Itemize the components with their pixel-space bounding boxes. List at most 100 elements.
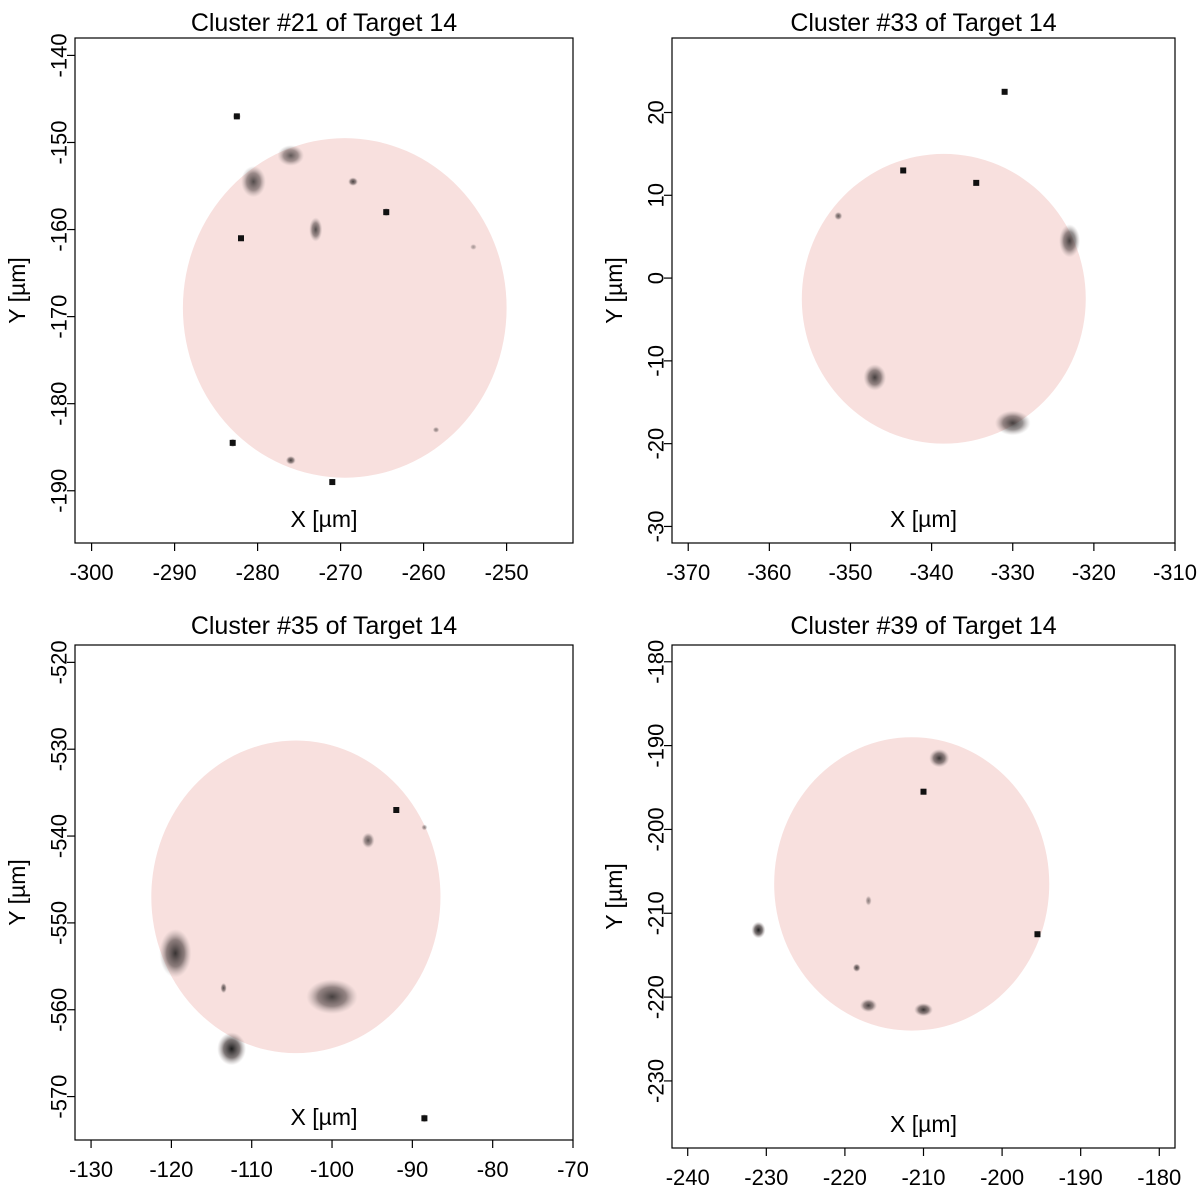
x-tick-label: -130: [69, 1157, 113, 1182]
density-blob: [159, 928, 192, 978]
density-blob: [1058, 224, 1081, 258]
cluster-circle: [151, 740, 441, 1054]
density-pixel: [393, 807, 400, 813]
chart-title: Cluster #35 of Target 14: [191, 612, 457, 640]
y-axis-label: Y [µm]: [601, 257, 627, 324]
plot-frame: [74, 37, 574, 544]
plot-area: [751, 737, 1050, 1031]
x-axis-label: X [µm]: [291, 506, 358, 532]
y-tick-label: -560: [47, 988, 72, 1032]
density-blob: [852, 963, 861, 972]
density-blob: [421, 824, 428, 831]
y-tick-label: 0: [644, 272, 669, 284]
y-tick-label: -180: [47, 382, 72, 426]
x-tick-label: -370: [666, 560, 710, 585]
x-tick-label: -110: [231, 1157, 273, 1182]
y-axis-label: Y [µm]: [4, 859, 30, 926]
density-pixel: [1034, 931, 1041, 938]
density-blob: [306, 979, 358, 1015]
y-tick-label: -220: [644, 975, 669, 1019]
y-tick-label: -160: [47, 208, 72, 252]
panel-4: -240 -230 -220 -210 -200 -190 -180 -180 -190 -200…: [601, 612, 1181, 1187]
x-tick-label: -180: [1137, 1165, 1181, 1187]
plot-area: [182, 112, 507, 486]
density-blob: [361, 832, 375, 849]
density-blob: [277, 145, 305, 166]
x-tick-label: -280: [236, 560, 280, 585]
x-tick-label: -300: [70, 560, 114, 585]
x-tick-label: -260: [402, 560, 446, 585]
x-axis-label: X [µm]: [890, 506, 957, 532]
density-blob: [241, 165, 266, 198]
chart-title: Cluster #21 of Target 14: [191, 9, 457, 37]
x-tick-label: -360: [747, 560, 791, 585]
density-blob: [217, 1032, 247, 1066]
y-tick-label: -10: [644, 345, 669, 377]
chart-title: Cluster #33 of Target 14: [790, 9, 1056, 37]
density-pixel: [233, 113, 240, 120]
y-tick-label: -20: [644, 428, 669, 460]
density-pixel: [229, 439, 236, 446]
cluster-circle: [182, 138, 507, 478]
y-tick-label: -570: [47, 1075, 72, 1119]
density-blob: [865, 895, 872, 906]
y-tick-label: -230: [644, 1059, 669, 1103]
chart-title: Cluster #39 of Target 14: [790, 612, 1056, 640]
density-pixel: [973, 179, 980, 186]
x-tick-label: -100: [310, 1157, 354, 1182]
x-tick-label: -190: [1059, 1165, 1103, 1187]
density-pixel: [329, 479, 336, 486]
x-tick-label: -310: [1153, 560, 1197, 585]
x-tick-label: -220: [823, 1165, 867, 1187]
x-tick-label: -270: [319, 560, 363, 585]
panel-2: -370 -360 -350 -340 -330 -320 -310 20 10 0 -10 -20 -…: [601, 9, 1197, 585]
x-tick-label: -80: [477, 1157, 509, 1182]
y-tick-label: 20: [644, 100, 669, 124]
x-tick-label: -340: [910, 560, 954, 585]
y-tick-label: -190: [47, 469, 72, 513]
y-tick-label: -30: [644, 511, 669, 543]
plot-area: [801, 88, 1086, 444]
y-tick-label: -550: [47, 901, 72, 945]
density-pixel: [1001, 88, 1008, 95]
density-blob: [285, 455, 296, 465]
x-tick-label: -290: [153, 560, 197, 585]
y-tick-label: -210: [644, 891, 669, 935]
x-axis-label: X [µm]: [291, 1104, 358, 1130]
x-axis-label: X [µm]: [890, 1111, 957, 1137]
y-axis-label: Y [µm]: [601, 863, 627, 930]
density-blob: [929, 748, 950, 768]
density-blob: [859, 998, 878, 1013]
x-tick-label: -70: [557, 1157, 589, 1182]
y-tick-label: 10: [644, 183, 669, 207]
density-blob: [863, 364, 887, 391]
plot-area: [151, 740, 441, 1123]
x-tick-label: -210: [901, 1165, 945, 1187]
density-blob: [994, 410, 1031, 436]
density-pixel: [900, 167, 907, 174]
density-pixel: [920, 788, 927, 795]
y-tick-label: -520: [47, 640, 72, 684]
density-pixel: [383, 209, 390, 216]
density-blob: [309, 217, 323, 242]
x-tick-label: -240: [666, 1165, 710, 1187]
density-blob: [432, 426, 440, 433]
panel-3: -130 -120 -110 -100 -90 -80 -70 -520 -530 -540 -55…: [4, 612, 589, 1182]
x-tick-label: -320: [1072, 560, 1116, 585]
y-tick-label: -200: [644, 807, 669, 851]
plot-frame: [74, 644, 574, 1141]
x-tick-label: -120: [149, 1157, 193, 1182]
x-tick-label: -200: [980, 1165, 1024, 1187]
density-blob: [220, 982, 227, 994]
x-tick-label: -250: [485, 560, 529, 585]
x-tick-label: -330: [991, 560, 1035, 585]
cluster-circle: [774, 737, 1050, 1031]
panel-1: -300 -290 -280 -270 -260 -250 -140 -150 -160 -170…: [4, 9, 574, 585]
y-tick-label: -150: [47, 120, 72, 164]
density-blob: [834, 211, 843, 221]
y-tick-label: -540: [47, 814, 72, 858]
x-tick-label: -350: [828, 560, 872, 585]
density-blob: [470, 243, 477, 250]
x-tick-label: -90: [396, 1157, 428, 1182]
